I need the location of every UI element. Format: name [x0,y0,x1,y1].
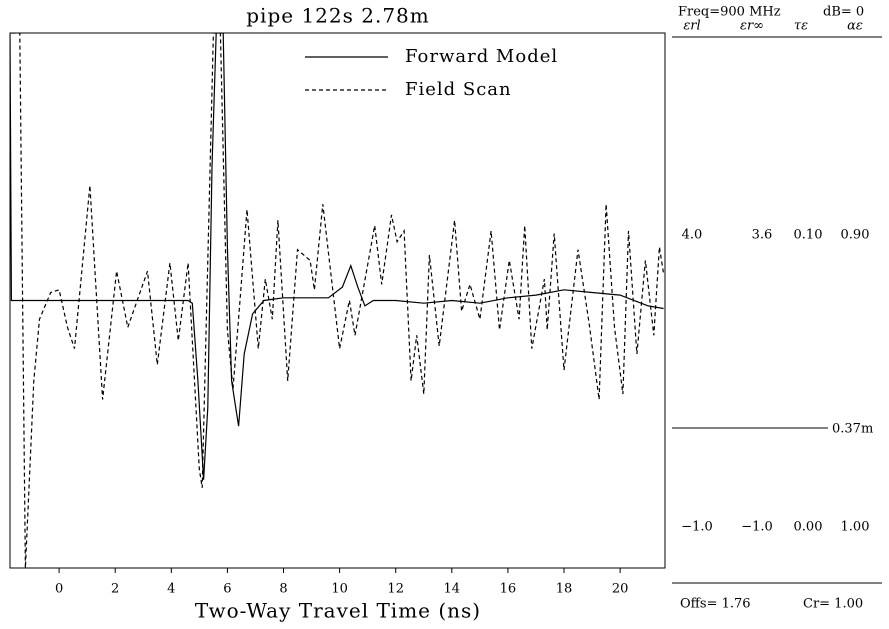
param-value: 0.90 [841,228,870,243]
param-value: 0.00 [794,520,823,535]
series-line [10,33,664,480]
x-tick-label: 2 [111,582,119,597]
symbol: αε [847,19,863,34]
x-tick-label: 18 [556,582,573,597]
x-tick-label: 14 [444,582,461,597]
x-tick-labels: 0 2 4 6 8 10 12 14 16 18 20 22 [55,582,685,597]
param-value: 3.6 [752,228,773,243]
x-tick-label: 10 [331,582,348,597]
chart-title: pipe 122s 2.78m [246,4,430,28]
plot-lines [10,33,665,568]
db: dB= 0 [823,5,864,20]
param-value: 1.00 [841,520,870,535]
symbol: εrl [683,19,700,34]
x-tick-label: 12 [387,582,404,597]
x-tick-label: 20 [612,582,629,597]
x-tick-label: 8 [279,582,287,597]
plot-frame [9,32,666,569]
depth: 0.37m [832,422,873,437]
x-tick-label: 4 [167,582,175,597]
x-tick-label: 6 [223,582,231,597]
x-axis-label: Two-Way Travel Time (ns) [195,599,481,623]
x-tick-label: 22 [668,582,685,597]
series-line [11,33,665,568]
symbol: εr∞ [740,19,764,34]
legend-label: Forward Model [405,46,558,67]
x-tick-label: 16 [500,582,517,597]
cr: Cr= 1.00 [803,597,863,612]
param-value: −1.0 [681,520,713,535]
symbol: τε [794,19,808,34]
x-tick-label: 0 [55,582,63,597]
param-value: 0.10 [794,228,823,243]
param-value: −1.0 [741,520,773,535]
offs: Offs= 1.76 [680,597,751,612]
param-value: 4.0 [682,228,703,243]
freq: Freq=900 MHz [678,5,781,20]
legend-label: Field Scan [405,79,512,100]
